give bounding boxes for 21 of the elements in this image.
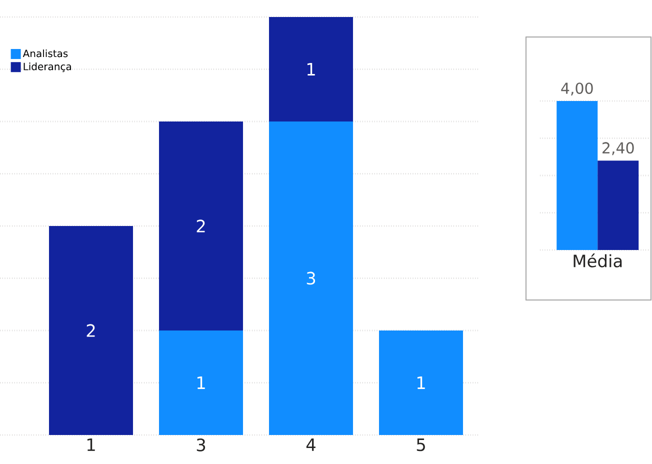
x-tick-label: 3 xyxy=(196,438,206,452)
x-tick-label: 1 xyxy=(87,438,95,451)
bar xyxy=(49,226,134,435)
legend-label: Liderança xyxy=(24,62,71,72)
data-label: 2 xyxy=(196,220,205,232)
data-label: 1 xyxy=(307,63,315,76)
x-tick-label: Média xyxy=(574,254,622,268)
bar xyxy=(269,16,354,122)
data-label: 2,40 xyxy=(602,142,634,156)
bar xyxy=(159,330,244,435)
legend-label: Analistas xyxy=(22,49,68,58)
bar xyxy=(379,330,464,435)
data-label: 4,00 xyxy=(561,82,593,96)
data-label: 1 xyxy=(197,376,205,389)
bar xyxy=(269,121,354,435)
bar xyxy=(159,121,244,330)
data-label: 1 xyxy=(417,376,425,389)
data-label: 2 xyxy=(86,324,95,337)
x-tick-label: 5 xyxy=(416,438,425,452)
x-tick-label: 4 xyxy=(306,438,316,451)
data-label: 3 xyxy=(306,272,316,285)
